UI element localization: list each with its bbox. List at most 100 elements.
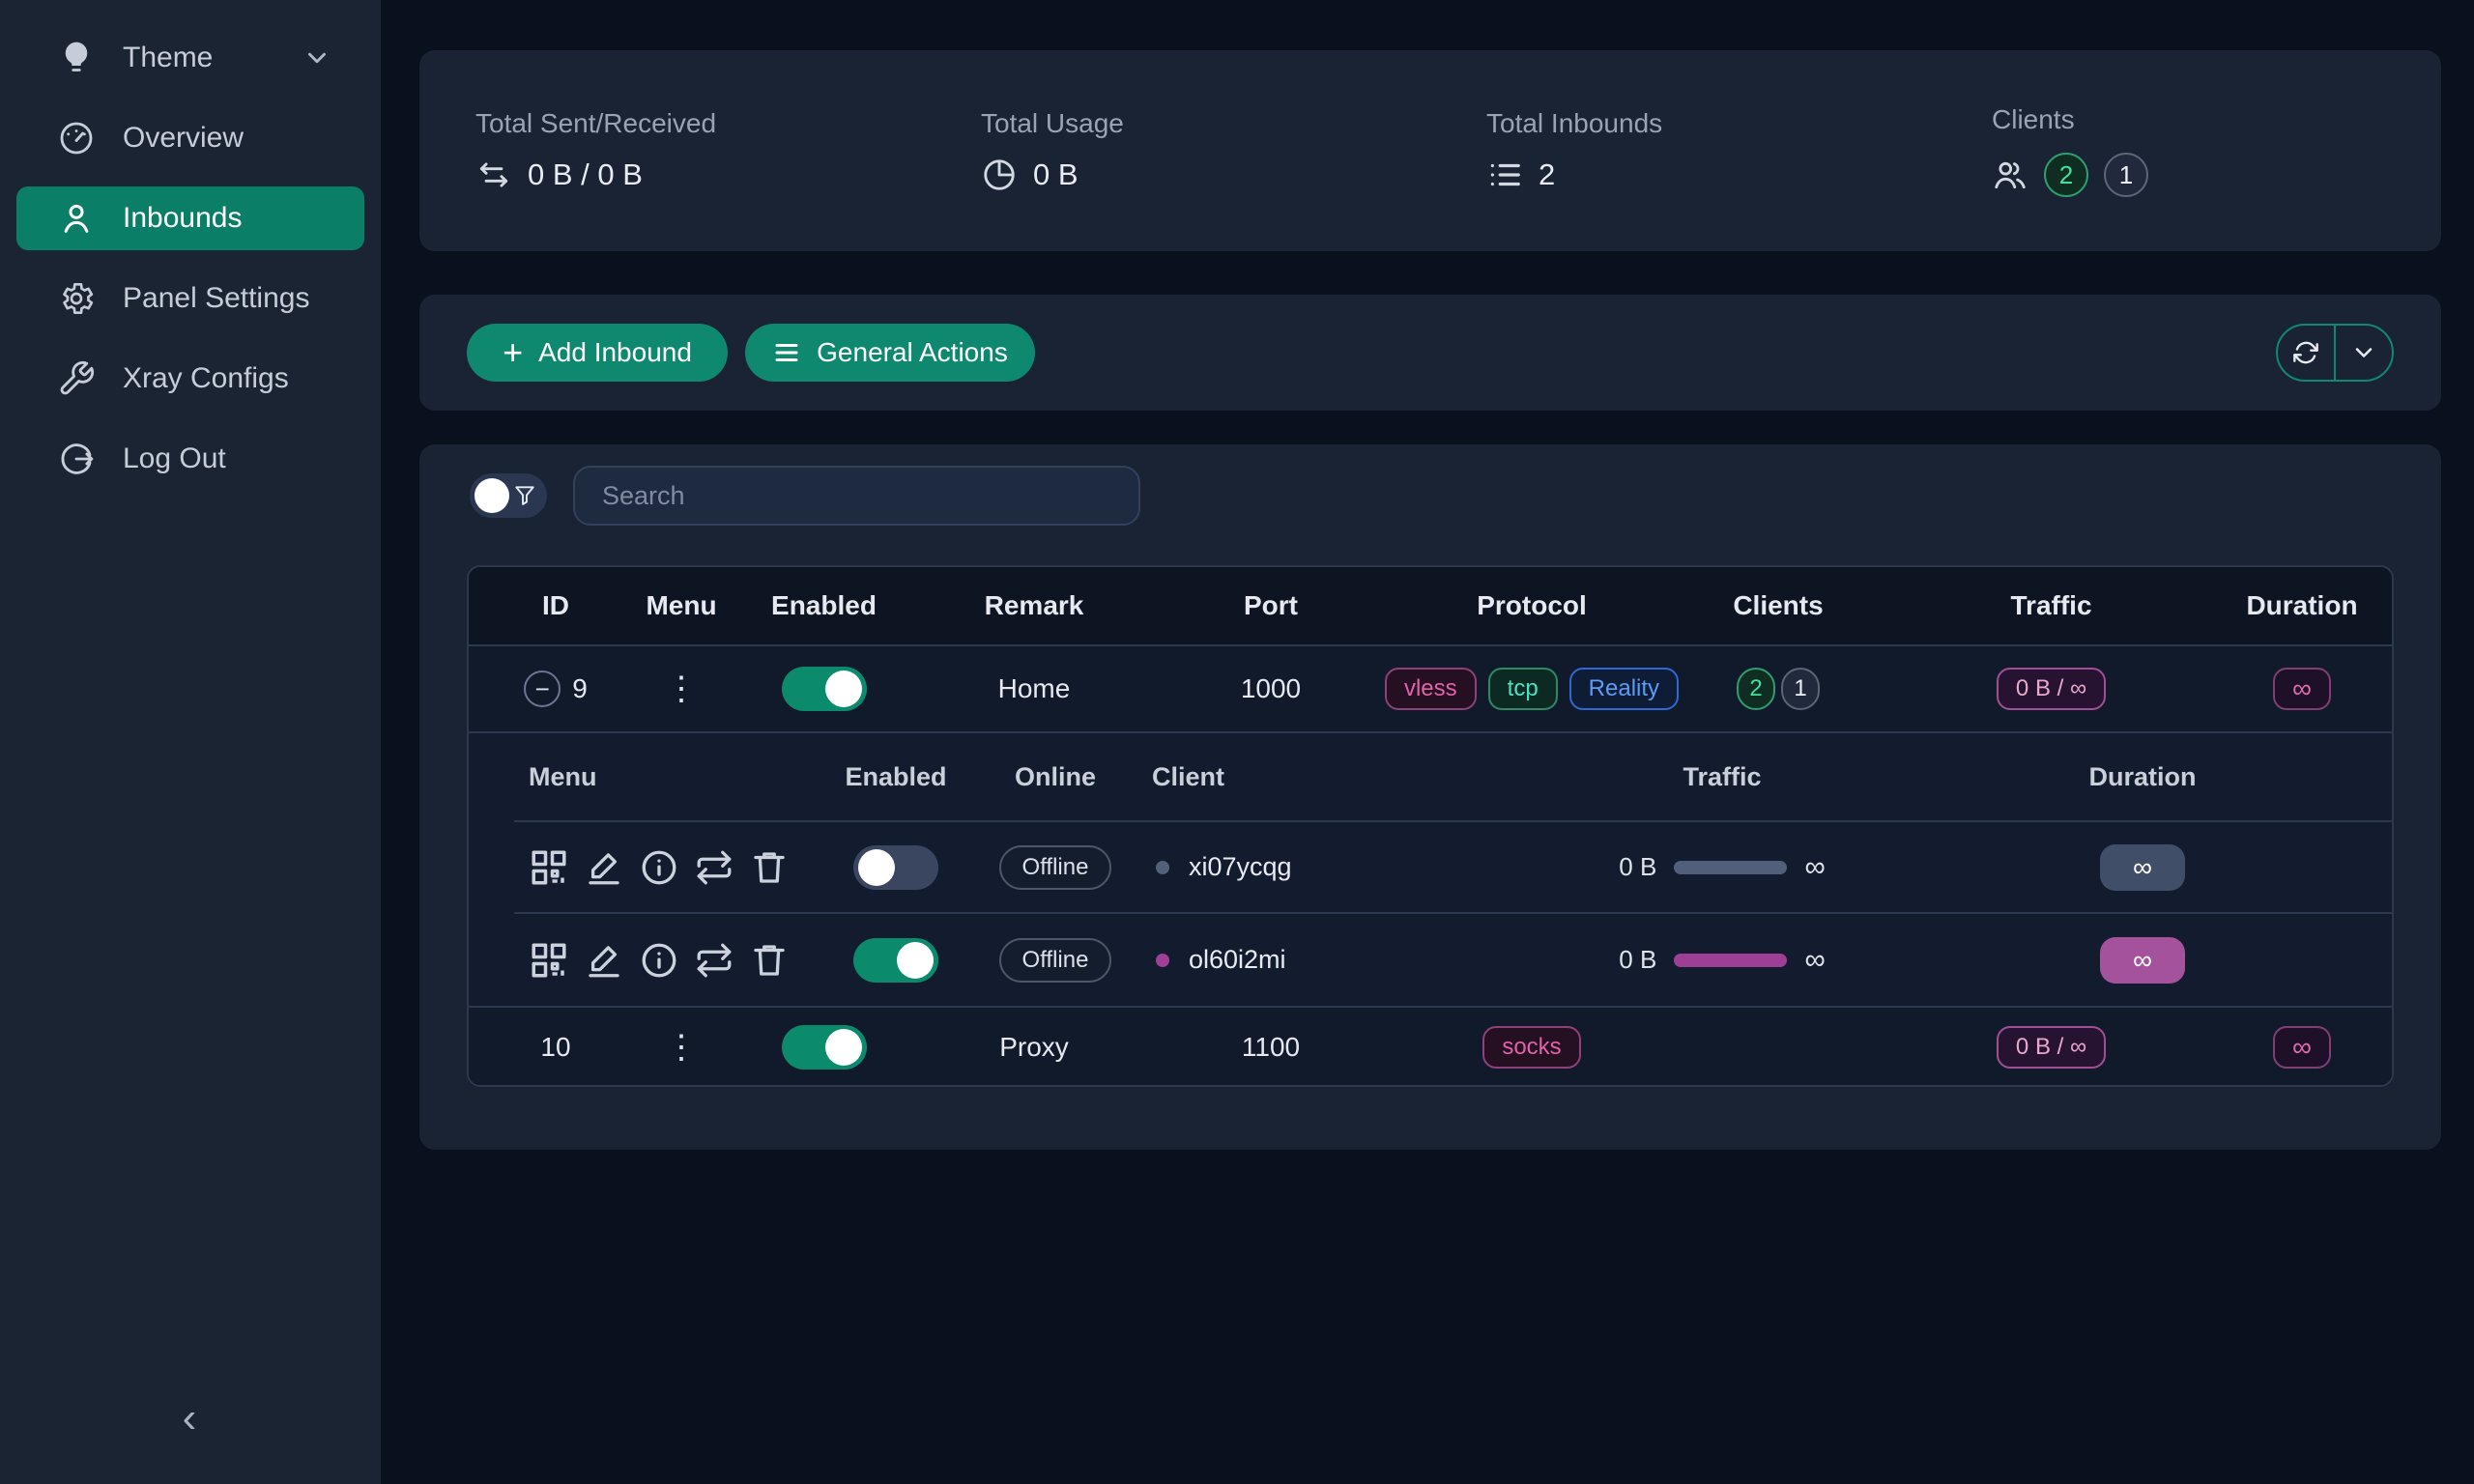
sidebar-item-label: Inbounds	[123, 202, 243, 234]
toggle-knob	[897, 941, 934, 979]
stat-label: Total Inbounds	[1486, 108, 1663, 138]
list-icon	[1486, 157, 1523, 193]
clients-active-badge: 2	[2044, 153, 2088, 197]
info-icon[interactable]	[639, 847, 679, 888]
client-traffic-limit: ∞	[1804, 850, 1826, 883]
stat-label: Total Usage	[981, 108, 1124, 138]
wrench-icon	[57, 359, 96, 398]
reset-traffic-icon[interactable]	[694, 847, 734, 888]
filter-toggle[interactable]	[470, 473, 547, 518]
online-status-badge: Offline	[998, 937, 1112, 983]
sidebar-item-log-out[interactable]: Log Out	[16, 427, 364, 491]
toggle-knob	[824, 671, 862, 707]
client-row-xi07ycqg: Offline xi07ycqg 0 B ∞ ∞	[514, 822, 2392, 914]
row-clients-active-badge: 2	[1737, 668, 1775, 710]
subcol-header-menu: Menu	[529, 761, 597, 791]
chevron-left-icon: ‹	[182, 1394, 197, 1441]
add-inbound-label: Add Inbound	[538, 337, 692, 367]
stat-total-sent-received: Total Sent/Received 0 B / 0 B	[419, 108, 925, 193]
protocol-badge-reality: Reality	[1568, 668, 1680, 710]
inbounds-table: ID Menu Enabled Remark Port Protocol Cli…	[467, 565, 2394, 1087]
col-header-enabled: Enabled	[771, 590, 877, 620]
sidebar-item-panel-settings[interactable]: Panel Settings	[16, 267, 364, 330]
delete-icon[interactable]	[749, 847, 790, 888]
edit-icon[interactable]	[584, 940, 624, 981]
expanded-clients-section: Menu Enabled Online Client Traffic Durat…	[469, 733, 2392, 1008]
toggle-knob	[858, 848, 895, 886]
col-header-protocol: Protocol	[1477, 590, 1587, 620]
search-input[interactable]	[573, 466, 1140, 526]
client-enabled-toggle[interactable]	[853, 844, 938, 890]
reset-traffic-icon[interactable]	[694, 940, 734, 981]
minus-icon: −	[534, 673, 550, 703]
main-content: Total Sent/Received 0 B / 0 B Total Usag…	[381, 0, 2474, 1484]
theme-selector[interactable]: Theme	[16, 26, 364, 90]
gear-icon	[57, 279, 96, 318]
stat-label: Total Sent/Received	[475, 108, 717, 138]
duration-badge: ∞	[2273, 1026, 2331, 1069]
theme-label: Theme	[123, 42, 214, 73]
table-row-inbound-10: 10 ⋮ Proxy 1100 socks 0 B / ∞ ∞	[469, 1008, 2392, 1085]
sidebar-item-label: Overview	[123, 122, 245, 154]
gauge-icon	[57, 119, 96, 157]
col-header-duration: Duration	[2246, 590, 2358, 620]
sidebar: Theme Overview Inbounds Panel Settings	[0, 0, 381, 1484]
info-icon[interactable]	[639, 940, 679, 981]
qr-code-icon[interactable]	[529, 940, 569, 981]
sidebar-collapse-button[interactable]: ‹	[160, 1389, 218, 1447]
delete-icon[interactable]	[749, 940, 790, 981]
plus-icon: +	[503, 332, 524, 372]
inbounds-panel: ID Menu Enabled Remark Port Protocol Cli…	[419, 444, 2441, 1150]
refresh-button[interactable]	[2278, 326, 2334, 380]
client-row-ol60i2mi: Offline ol60i2mi 0 B ∞ ∞	[514, 914, 2392, 1006]
qr-code-icon[interactable]	[529, 847, 569, 888]
toggle-knob	[475, 478, 509, 513]
refresh-options-button[interactable]	[2334, 326, 2392, 380]
table-header-row: ID Menu Enabled Remark Port Protocol Cli…	[469, 567, 2392, 646]
inbound-enabled-toggle[interactable]	[781, 1025, 867, 1070]
add-inbound-button[interactable]: + Add Inbound	[467, 324, 728, 382]
row-clients-deactive-badge: 1	[1781, 668, 1820, 710]
general-actions-button[interactable]: General Actions	[745, 324, 1035, 382]
stat-clients: Clients 2 1	[1936, 104, 2441, 197]
inbound-port: 1100	[1241, 1032, 1301, 1062]
client-traffic-used: 0 B	[1619, 852, 1657, 881]
subcol-header-duration: Duration	[2088, 761, 2197, 791]
edit-icon[interactable]	[584, 847, 624, 888]
client-traffic-bar	[1674, 860, 1788, 874]
inbound-enabled-toggle[interactable]	[781, 667, 867, 711]
protocol-badge-vless: vless	[1384, 668, 1477, 710]
stat-total-usage: Total Usage 0 B	[925, 108, 1430, 193]
person-icon	[57, 199, 96, 238]
actions-card: + Add Inbound General Actions	[419, 295, 2441, 411]
inbound-id: 9	[572, 673, 588, 703]
client-duration-badge: ∞	[2100, 843, 2185, 891]
lightbulb-icon	[57, 39, 96, 77]
sidebar-item-xray-configs[interactable]: Xray Configs	[16, 347, 364, 411]
stat-value: 0 B / 0 B	[528, 157, 643, 191]
online-status-badge: Offline	[998, 844, 1112, 890]
sidebar-item-inbounds[interactable]: Inbounds	[16, 186, 364, 250]
row-menu-button[interactable]: ⋮	[665, 1029, 698, 1066]
col-header-remark: Remark	[984, 590, 1084, 620]
sidebar-item-overview[interactable]: Overview	[16, 106, 364, 170]
client-name: ol60i2mi	[1189, 945, 1286, 974]
client-duration-badge: ∞	[2100, 936, 2185, 984]
duration-badge: ∞	[2273, 668, 2331, 710]
col-header-clients: Clients	[1733, 590, 1824, 620]
stat-label: Clients	[1992, 104, 2075, 134]
pie-chart-icon	[981, 157, 1018, 193]
client-traffic-bar	[1674, 953, 1788, 967]
client-enabled-toggle[interactable]	[853, 937, 938, 983]
col-header-port: Port	[1244, 590, 1298, 620]
sidebar-item-label: Log Out	[123, 442, 226, 474]
subcol-header-online: Online	[1014, 761, 1096, 791]
hamburger-icon	[772, 338, 801, 367]
traffic-badge: 0 B / ∞	[1996, 1026, 2107, 1069]
logout-icon	[57, 440, 96, 478]
protocol-badge-tcp: tcp	[1487, 668, 1558, 710]
collapse-row-button[interactable]: −	[524, 671, 561, 707]
row-menu-button[interactable]: ⋮	[665, 671, 698, 707]
protocol-badge-socks: socks	[1482, 1026, 1581, 1069]
sidebar-item-label: Xray Configs	[123, 362, 289, 394]
